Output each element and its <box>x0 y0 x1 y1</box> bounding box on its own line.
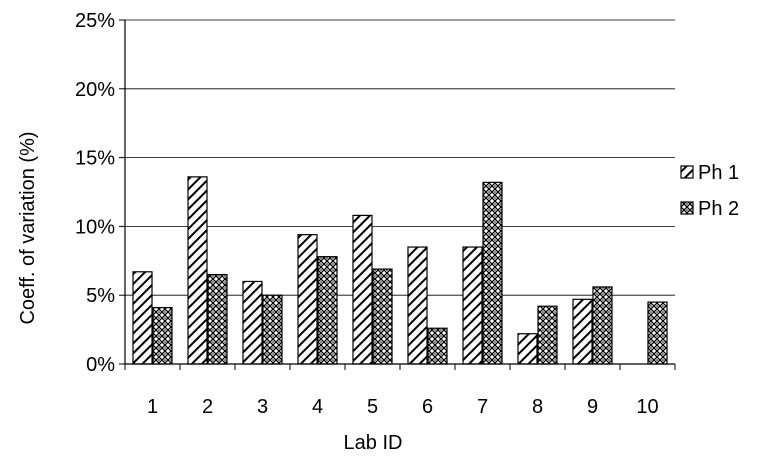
x-axis-label: Lab ID <box>344 432 403 454</box>
x-tick-label: 2 <box>202 396 213 418</box>
legend: Ph 1 Ph 2 <box>680 162 739 220</box>
bar-ph-2-lab-5 <box>372 268 393 365</box>
bar-ph-2-lab-2 <box>207 273 228 365</box>
y-tick-label: 15% <box>75 148 115 170</box>
bar-ph-2-lab-9 <box>592 286 613 365</box>
x-tick-label: 9 <box>587 396 598 418</box>
legend-label: Ph 1 <box>698 162 739 184</box>
x-tick-label: 8 <box>532 396 543 418</box>
x-tick-label: 7 <box>477 396 488 418</box>
y-tick-label: 20% <box>75 79 115 101</box>
x-tick-labels: 1 2 3 4 5 6 7 8 9 10 <box>124 364 676 418</box>
y-tick-label: 25% <box>75 10 115 32</box>
bar-ph-2-lab-8 <box>537 305 558 365</box>
legend-swatch <box>680 165 694 179</box>
bar-ph-2-lab-3 <box>262 294 283 365</box>
gridlines <box>125 19 675 296</box>
bars <box>132 176 668 365</box>
legend-label: Ph 2 <box>698 198 739 220</box>
bar-ph-2-lab-4 <box>317 256 338 365</box>
legend-swatch <box>680 201 694 215</box>
bar-ph-1-lab-1 <box>132 271 153 365</box>
x-tick-label: 1 <box>147 396 158 418</box>
x-tick-label: 5 <box>367 396 378 418</box>
x-tick-label: 3 <box>257 396 268 418</box>
y-tick-label: 0% <box>86 354 115 376</box>
bar-ph-2-lab-10 <box>647 301 668 365</box>
y-tick-label: 5% <box>86 285 115 307</box>
y-tick-labels: 0% 5% 10% 15% 20% 25% <box>75 10 125 376</box>
bar-ph-2-lab-7 <box>482 181 503 365</box>
bar-ph-1-lab-3 <box>242 280 263 365</box>
bar-ph-1-lab-4 <box>297 234 318 365</box>
bar-ph-1-lab-2 <box>187 176 208 365</box>
bar-ph-1-lab-9 <box>572 298 593 365</box>
bar-ph-1-lab-6 <box>407 246 428 365</box>
x-tick-label: 4 <box>312 396 323 418</box>
x-tick-label: 6 <box>422 396 433 418</box>
x-tick-label: 10 <box>636 396 658 418</box>
bar-ph-2-lab-6 <box>427 327 448 365</box>
bar-ph-1-lab-7 <box>462 246 483 365</box>
bar-ph-1-lab-5 <box>352 214 373 365</box>
bar-ph-1-lab-8 <box>517 333 538 365</box>
y-axis-label: Coeff. of variation (%) <box>17 131 39 324</box>
bar-ph-2-lab-1 <box>152 306 173 365</box>
y-tick-label: 10% <box>75 216 115 238</box>
